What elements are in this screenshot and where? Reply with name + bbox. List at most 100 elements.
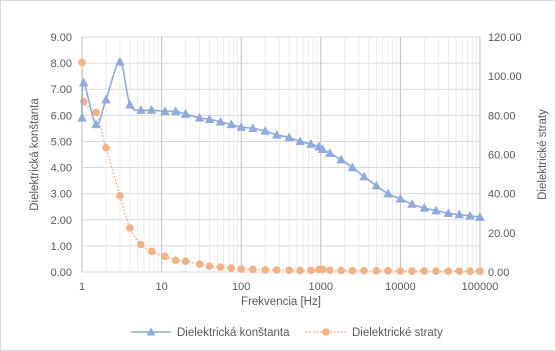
y-left-tick-label: 3.00 — [51, 189, 72, 201]
legend: Dielektrická konštanta Dielektrické strat… — [131, 327, 443, 339]
straty-point — [161, 252, 169, 261]
konstanta-point — [395, 193, 406, 203]
konstanta-point — [160, 106, 170, 116]
konstanta-point — [180, 108, 191, 118]
straty-point — [432, 267, 440, 276]
straty-point — [360, 266, 368, 275]
konstanta-point — [204, 114, 215, 123]
straty-point — [116, 191, 124, 200]
konstanta-point — [125, 99, 135, 109]
y-left-tick-label: 7.00 — [51, 84, 72, 96]
konstanta-point — [347, 162, 358, 172]
konstanta-point — [77, 112, 87, 122]
konstanta-point — [443, 208, 454, 217]
y-left-tick-label: 6.00 — [51, 110, 72, 122]
straty-point — [455, 267, 464, 276]
straty-point — [137, 240, 145, 249]
straty-point — [348, 266, 357, 275]
konstanta-point — [407, 198, 417, 208]
konstanta-point — [284, 132, 294, 142]
y-left-tick-label: 4.00 — [51, 163, 72, 175]
konstanta-point — [359, 171, 369, 181]
y-right-tick-label: 100.00 — [488, 71, 522, 83]
x-tick-label: 100000 — [462, 281, 499, 293]
konstanta-point — [306, 138, 316, 148]
straty-point — [79, 97, 88, 106]
legend-label-konstanta: Dielektrická konštanta — [177, 327, 290, 339]
x-tick-label: 1000 — [309, 281, 333, 293]
y-right-tick-label: 120.00 — [488, 32, 522, 44]
straty-point — [261, 266, 269, 274]
straty-point — [384, 267, 392, 275]
legend-label-straty: Dielektrické straty — [352, 327, 443, 339]
legend-marker-straty — [322, 328, 330, 336]
legend-marker-konstanta — [146, 327, 156, 336]
y-right-tick-label: 0.00 — [488, 267, 509, 279]
konstanta-point — [419, 202, 430, 212]
konstanta-point — [194, 112, 205, 122]
konstanta-point — [317, 144, 328, 153]
straty-point — [102, 143, 110, 152]
y-left-tick-label: 5.00 — [51, 136, 72, 148]
y-left-tick-label: 8.00 — [51, 58, 72, 70]
konstanta-point — [325, 148, 335, 157]
y-right-axis-title: Dielektrické straty — [537, 109, 549, 200]
straty-point — [296, 266, 304, 275]
straty-point — [372, 267, 381, 275]
konstanta-point — [91, 119, 101, 129]
straty-point — [307, 266, 315, 275]
konstanta-point — [272, 129, 282, 139]
konstanta-point — [101, 94, 111, 104]
konstanta-point — [431, 205, 441, 215]
series-line-straty — [81, 62, 480, 273]
straty-point — [285, 266, 293, 275]
straty-point — [126, 224, 134, 232]
straty-point — [337, 266, 345, 275]
x-tick-label: 10 — [155, 281, 167, 293]
straty-point — [444, 267, 453, 276]
y-left-tick-label: 0.00 — [51, 267, 72, 279]
x-axis-title: Frekvencia [Hz] — [241, 296, 321, 308]
konstanta-point — [465, 210, 475, 220]
straty-point — [216, 263, 225, 271]
konstanta-point — [454, 209, 465, 219]
straty-point — [420, 267, 429, 275]
straty-point — [92, 108, 100, 117]
straty-point — [78, 58, 86, 67]
konstanta-point — [170, 106, 181, 116]
konstanta-point — [383, 188, 393, 198]
straty-point — [249, 265, 257, 274]
konstanta-point — [146, 104, 157, 114]
y-right-tick-label: 20.00 — [488, 228, 516, 240]
y-left-tick-label: 1.00 — [51, 241, 72, 253]
konstanta-point — [371, 180, 382, 190]
x-tick-label: 100 — [232, 281, 250, 293]
straty-point — [466, 267, 474, 276]
konstanta-point — [295, 136, 305, 146]
konstanta-point — [475, 212, 485, 221]
straty-point — [318, 265, 327, 274]
grid — [81, 36, 481, 273]
konstanta-point — [78, 77, 89, 87]
y-left-tick-label: 9.00 — [51, 32, 72, 44]
straty-point — [326, 266, 334, 275]
x-tick-label: 10000 — [385, 281, 416, 293]
straty-point — [195, 260, 204, 268]
y-left-axis-title: Dielektrická konštanta — [29, 98, 41, 211]
series-layer — [77, 56, 485, 276]
y-right-tick-label: 80.00 — [488, 110, 516, 122]
straty-point — [408, 267, 416, 275]
konstanta-point — [115, 56, 125, 66]
straty-point — [227, 264, 236, 272]
straty-point — [272, 266, 281, 274]
y-left-tick-label: 2.00 — [51, 215, 72, 227]
straty-point — [181, 257, 190, 266]
konstanta-point — [136, 104, 146, 114]
konstanta-point — [248, 123, 258, 133]
straty-point — [171, 256, 180, 265]
straty-point — [476, 267, 484, 276]
straty-point — [396, 267, 405, 275]
straty-point — [147, 247, 156, 256]
